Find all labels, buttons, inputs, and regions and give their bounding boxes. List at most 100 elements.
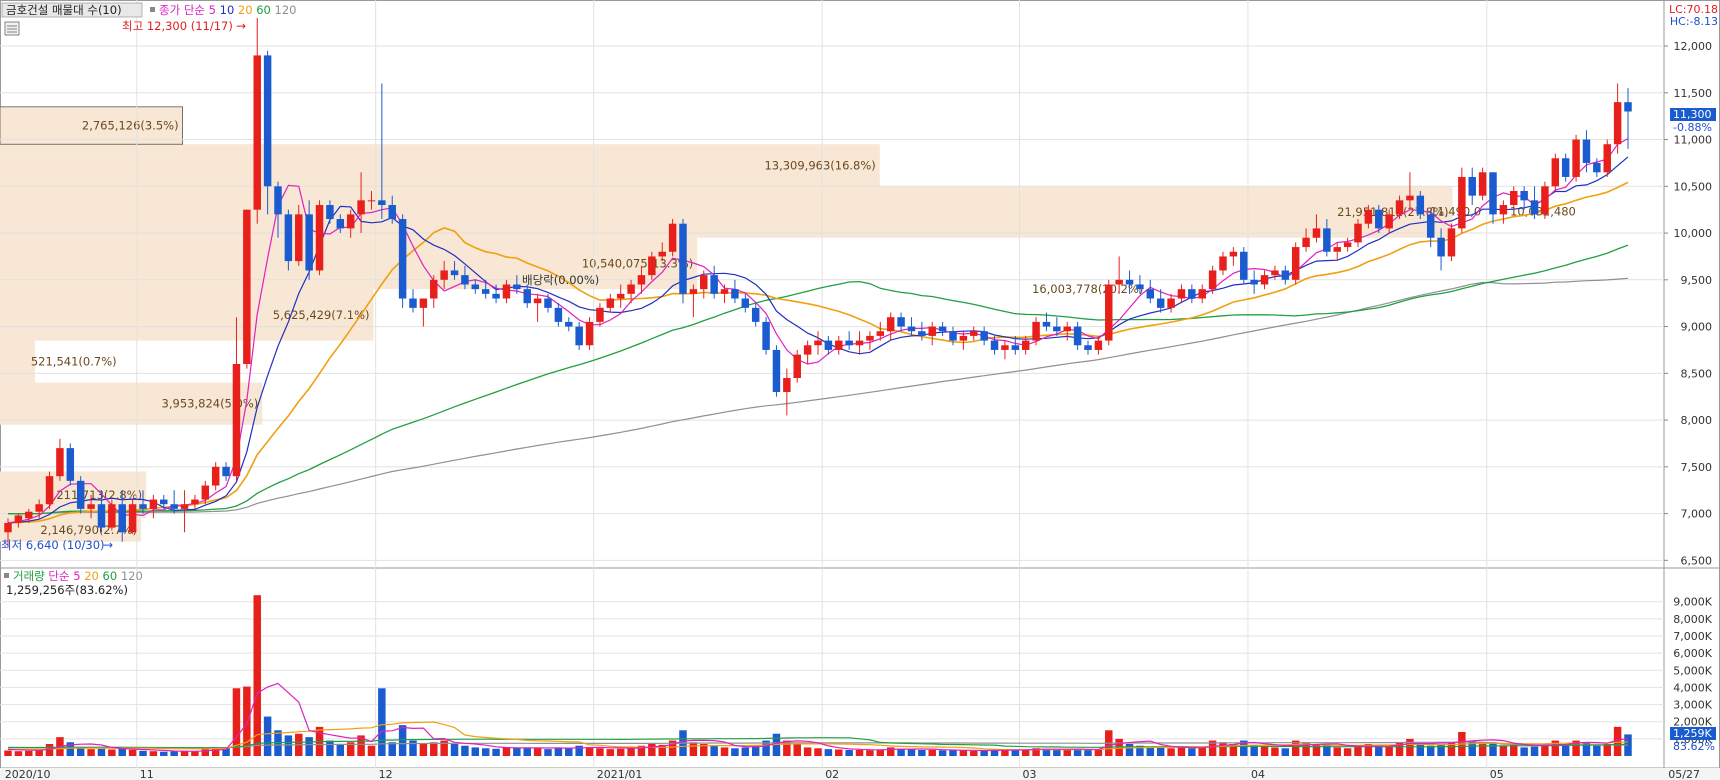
profile-bar	[0, 340, 35, 383]
candle-body	[1582, 139, 1591, 163]
volume-bar	[284, 735, 293, 756]
candle-body	[835, 340, 843, 350]
volume-bar	[710, 745, 718, 756]
candle-body	[97, 504, 106, 528]
candle	[627, 279, 635, 304]
candle	[658, 242, 666, 262]
candle	[419, 298, 428, 327]
high-arrow-icon: →	[236, 19, 246, 33]
candle-body	[357, 200, 365, 215]
candle-body	[1551, 158, 1560, 187]
candle	[56, 438, 64, 481]
volume-config-icon[interactable]	[4, 573, 9, 578]
candle-body	[1146, 289, 1155, 299]
ma-config-icon[interactable]	[150, 7, 155, 12]
volume-bar	[658, 744, 666, 756]
candle-body	[918, 331, 926, 336]
candle-body	[160, 499, 168, 505]
candle	[409, 289, 417, 313]
volume-bar	[513, 747, 521, 756]
volume-bar	[1312, 744, 1321, 756]
candle-body	[720, 289, 729, 294]
candle-body	[1530, 200, 1539, 215]
volume-bar	[803, 747, 812, 756]
volume-tick-label: 7,000K	[1673, 630, 1712, 643]
profile-label: 521,541(0.7%)	[31, 355, 117, 369]
candle	[170, 490, 178, 514]
volume-bar	[1125, 744, 1134, 756]
candle-body	[637, 275, 646, 285]
date-tick-label: 2021/01	[597, 768, 643, 780]
volume-bar	[1177, 747, 1186, 756]
volume-bar	[1395, 742, 1404, 756]
candle	[1603, 139, 1611, 177]
volume-bar	[450, 744, 459, 756]
candle	[762, 317, 770, 355]
candle	[201, 480, 210, 505]
candle-body	[1510, 190, 1518, 206]
volume-bar	[565, 748, 573, 756]
volume-bar	[845, 750, 853, 756]
candle	[575, 321, 583, 350]
volume-bar	[523, 747, 531, 756]
volume-bars	[4, 595, 1632, 756]
candle	[1613, 83, 1622, 154]
volume-bar	[980, 750, 988, 756]
chart-title[interactable]: 금호건설 매물대 수(10)	[6, 3, 122, 17]
volume-bar	[1499, 745, 1508, 756]
candle	[679, 219, 687, 304]
current-volume-ratio: 83.62%	[1673, 740, 1715, 753]
volume-bar	[1551, 740, 1560, 756]
lc-value: LC:70.18	[1669, 3, 1718, 16]
volume-bar	[180, 750, 189, 756]
candle-body	[315, 205, 324, 271]
candle	[336, 214, 345, 234]
volume-bar	[1447, 742, 1456, 756]
volume-bar	[336, 744, 345, 756]
candle	[357, 172, 365, 234]
price-tick-label: 11,000	[1674, 134, 1713, 147]
title-box[interactable]	[1, 2, 143, 18]
volume-tick-label: 3,000K	[1673, 699, 1712, 712]
volume-bar	[139, 750, 147, 756]
volume-bar	[1198, 747, 1206, 756]
candle-body	[14, 515, 23, 523]
table-icon[interactable]	[4, 21, 20, 36]
candle-body	[648, 256, 656, 276]
volume-bar	[502, 747, 511, 756]
candle	[139, 490, 147, 514]
volume-bar	[87, 749, 95, 756]
candle-body	[1613, 102, 1622, 145]
candle	[4, 518, 12, 548]
volume-bar	[866, 750, 874, 756]
candle-body	[492, 293, 500, 299]
candle	[305, 200, 313, 280]
candle	[160, 494, 168, 509]
candle-body	[762, 321, 770, 350]
candle	[731, 279, 739, 304]
volume-bar	[616, 748, 625, 756]
low-annotation: 최저 6,640 (10/30)	[1, 538, 105, 552]
candle-body	[1094, 340, 1103, 350]
candle-body	[907, 326, 916, 332]
volume-bar	[648, 744, 656, 756]
volume-legend[interactable]: 거래량 단순 5 20 60 120	[13, 569, 143, 583]
candle	[430, 275, 438, 308]
candle	[1188, 284, 1196, 304]
volume-bar	[938, 750, 947, 756]
candle-body	[1063, 326, 1071, 332]
profile-label: 3,953,824(5.0%)	[162, 397, 259, 411]
candle	[596, 303, 604, 327]
current-volume-tag	[1670, 727, 1716, 740]
candle-body	[990, 340, 999, 350]
volume-bar	[305, 737, 313, 756]
candle	[35, 499, 43, 519]
candle-body	[1458, 176, 1466, 229]
candle	[1177, 284, 1186, 304]
volume-bar	[575, 745, 583, 756]
candle-body	[1291, 247, 1300, 280]
candle	[1406, 172, 1414, 210]
volume-bar	[814, 748, 822, 756]
candle	[388, 195, 396, 224]
ma-legend[interactable]: 종가 단순 5 10 20 60 120	[159, 3, 296, 17]
